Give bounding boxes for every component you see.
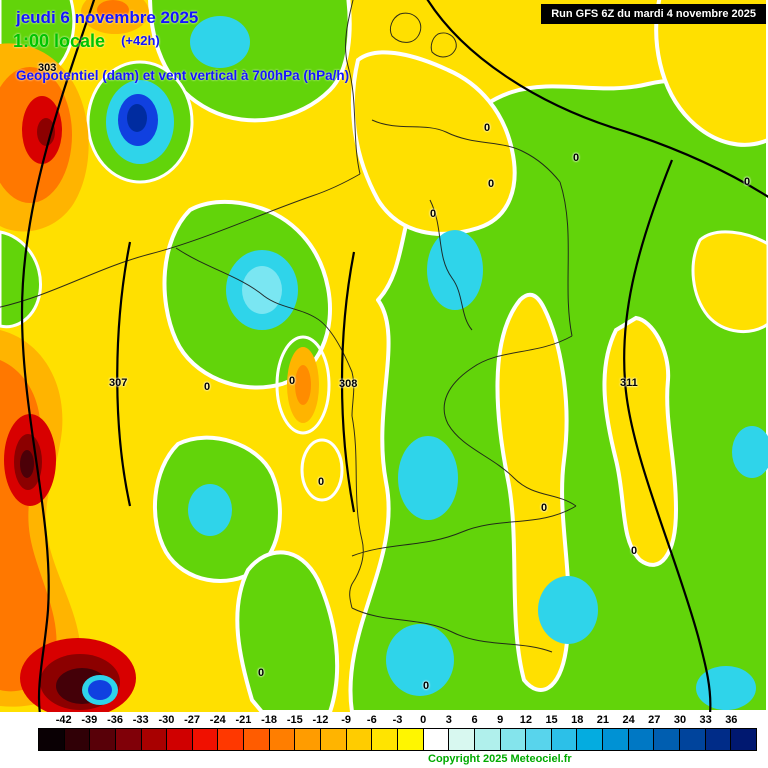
- map-canvas[interactable]: 303 307 308 311 0 0 0 0 0 0 0 0 0 0 0 0 jeudi 6 novembr…: [0, 0, 768, 712]
- colorbar-cell: [321, 729, 347, 750]
- map-title: Geopotentiel (dam) et vent vertical à 70…: [16, 68, 350, 83]
- colorbar-cell: [603, 729, 629, 750]
- colorbar-tick-label: 12: [519, 714, 533, 726]
- colorbar-cell: [474, 729, 501, 750]
- colorbar-cell: [397, 729, 424, 750]
- colorbar-tick-label: -21: [235, 714, 252, 726]
- colorbar-tick-label: 33: [699, 714, 712, 726]
- colorbar-cell: [680, 729, 706, 750]
- colorbar-cell: [372, 729, 398, 750]
- colorbar-tick-label: -9: [341, 714, 352, 726]
- colorbar-cell: [295, 729, 322, 750]
- weather-map-graphic: [0, 0, 768, 712]
- colorbar-tick-label: -33: [132, 714, 149, 726]
- colorbar-cell: [244, 729, 270, 750]
- colorbar-cell: [423, 729, 450, 750]
- colorbar-tick-label: 18: [571, 714, 584, 726]
- colorbar-cell: [449, 729, 475, 750]
- colorbar-cell: [654, 729, 681, 750]
- colorbar-ticks: -42 -39 -36 -33 -30 -27 -24 -21 -18 -15 -12 -9 -6 -3 0…: [38, 714, 757, 727]
- colorbar-tick-label: 21: [596, 714, 610, 726]
- run-info-box: Run GFS 6Z du mardi 4 novembre 2025: [541, 4, 766, 24]
- colorbar-tick-label: -12: [312, 714, 329, 726]
- colorbar: [38, 728, 757, 751]
- colorbar-tick-label: -42: [55, 714, 72, 726]
- colorbar-cell: [551, 729, 578, 750]
- colorbar-tick-label: -18: [261, 714, 278, 726]
- forecast-offset-label: (+42h): [121, 33, 160, 48]
- colorbar-cell: [39, 729, 65, 750]
- colorbar-tick-label: 3: [445, 714, 452, 726]
- colorbar-cell: [500, 729, 527, 750]
- colorbar-tick-label: 27: [648, 714, 661, 726]
- colorbar-cell: [115, 729, 142, 750]
- colorbar-cell: [90, 729, 116, 750]
- colorbar-tick-label: 6: [471, 714, 478, 726]
- colorbar-cell: [167, 729, 193, 750]
- colorbar-cell: [526, 729, 552, 750]
- colorbar-tick-label: -24: [209, 714, 226, 726]
- colorbar-tick-label: 15: [545, 714, 558, 726]
- time-label: 1:00 locale (+42h): [13, 31, 160, 52]
- colorbar-tick-label: -3: [392, 714, 403, 726]
- colorbar-cell: [346, 729, 373, 750]
- colorbar-cell: [269, 729, 296, 750]
- colorbar-cell: [628, 729, 655, 750]
- colorbar-tick-label: -39: [81, 714, 98, 726]
- colorbar-tick-label: 9: [497, 714, 504, 726]
- colorbar-legend: -42 -39 -36 -33 -30 -27 -24 -21 -18 -15 -12 -9 -6 -3 0…: [0, 712, 768, 768]
- colorbar-cell: [192, 729, 219, 750]
- colorbar-cell: [705, 729, 732, 750]
- colorbar-tick-label: -15: [286, 714, 303, 726]
- colorbar-tick-label: 24: [622, 714, 635, 726]
- colorbar-tick-label: -36: [107, 714, 123, 726]
- colorbar-cell: [218, 729, 245, 750]
- colorbar-tick-label: 30: [673, 714, 687, 726]
- date-label: jeudi 6 novembre 2025: [16, 8, 199, 27]
- colorbar-cell: [64, 729, 91, 750]
- colorbar-tick-label: 36: [725, 714, 738, 726]
- colorbar-cell: [731, 729, 756, 750]
- colorbar-tick-label: -6: [366, 714, 377, 726]
- colorbar-tick-label: -27: [184, 714, 201, 726]
- colorbar-tick-label: -30: [158, 714, 175, 726]
- colorbar-tick-label: 0: [420, 714, 427, 726]
- colorbar-cell: [141, 729, 168, 750]
- copyright-label: Copyright 2025 Meteociel.fr: [428, 753, 572, 765]
- colorbar-cell: [577, 729, 604, 750]
- local-time-label: 1:00 locale: [13, 31, 106, 51]
